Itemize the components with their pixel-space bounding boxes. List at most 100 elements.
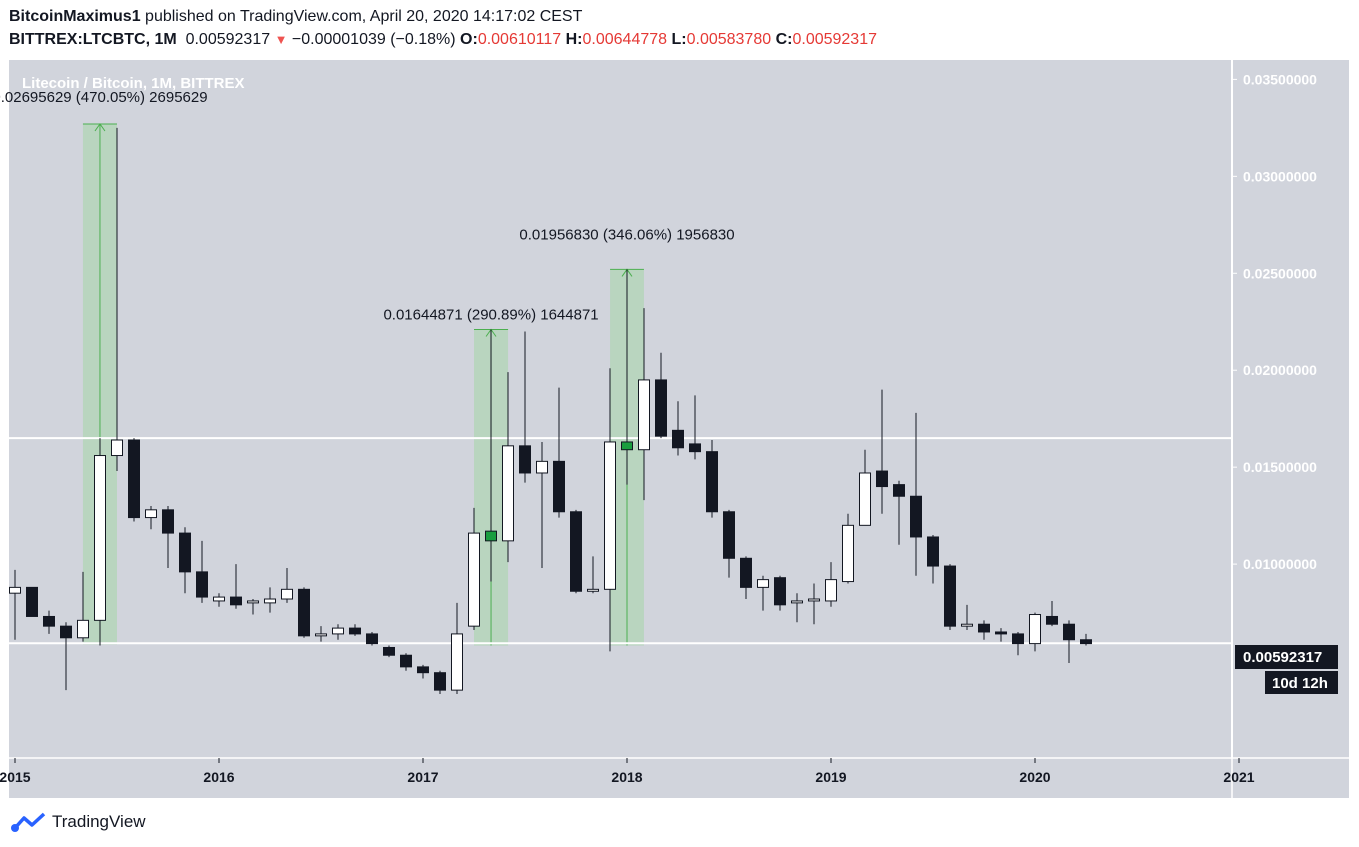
candle-body-2015-12 — [196, 571, 208, 598]
candle-body-2016-01 — [213, 596, 225, 602]
candle-body-2019-05 — [893, 484, 905, 497]
candle-body-2020-04 — [1080, 639, 1092, 645]
candle-body-2015-10 — [162, 509, 174, 534]
candle-body-2019-11 — [995, 631, 1007, 635]
symbol-label: BITTREX:LTCBTC, 1M — [9, 31, 177, 48]
price-tick-label: 0.01500000 — [1243, 459, 1317, 475]
high-label: H: — [565, 31, 583, 48]
time-tick-label: 2016 — [203, 769, 234, 785]
price-axis-background — [1233, 60, 1349, 758]
time-tick-label: 2021 — [1223, 769, 1254, 785]
candle-body-2016-07 — [315, 633, 327, 637]
candle-body-2020-02 — [1046, 615, 1058, 625]
countdown-badge: 10d 12h — [1265, 671, 1338, 694]
candle-body-2018-01 — [621, 441, 633, 451]
candle-body-2016-11 — [383, 646, 395, 656]
candle-body-2018-04 — [672, 429, 684, 449]
close-value: 0.00592317 — [792, 31, 877, 48]
low-value: 0.00583780 — [686, 31, 772, 48]
candle-body-2017-12 — [604, 441, 616, 590]
candle-body-2019-10 — [978, 623, 990, 633]
tradingview-logo-icon — [11, 812, 46, 832]
candle-body-2019-02 — [842, 524, 854, 583]
candle-body-2017-08 — [536, 460, 548, 474]
tradingview-logo[interactable]: TradingView — [10, 810, 146, 834]
time-axis-background — [9, 758, 1349, 798]
candles — [9, 127, 1092, 695]
candle-body-2016-03 — [247, 600, 259, 604]
publish-info: published on TradingView.com, April 20, … — [145, 8, 583, 25]
price-tick-label: 0.03500000 — [1243, 71, 1317, 87]
candle-body-2015-08 — [128, 439, 140, 519]
watermark-text: Litecoin / Bitcoin, 1M, BITTREX — [22, 75, 245, 92]
candle-body-2017-06 — [502, 445, 514, 542]
price-change: −0.00001039 (−0.18%) — [291, 31, 456, 48]
publish-line: BitcoinMaximus1 published on TradingView… — [9, 5, 1349, 28]
candle-body-2017-09 — [553, 460, 565, 513]
candle-body-2018-05 — [689, 443, 701, 453]
candle-body-2017-03 — [451, 633, 463, 691]
time-tick-label: 2018 — [611, 769, 642, 785]
candle-body-2019-07 — [927, 536, 939, 567]
price-tick-label: 0.02000000 — [1243, 362, 1317, 378]
candle-body-2015-05 — [77, 619, 89, 639]
time-tick-label: 2015 — [0, 769, 31, 785]
countdown-badge-box — [1265, 671, 1338, 694]
candle-body-2015-03 — [43, 615, 55, 627]
price-tick-label: 0.02500000 — [1243, 265, 1317, 281]
candle-body-2018-02 — [638, 379, 650, 451]
countdown-badge-text: 10d 12h — [1272, 675, 1328, 692]
time-axis[interactable]: 2015 2016 2017 2018 2019 2020 2021 — [0, 758, 1255, 785]
price-badge-text: 0.00592317 — [1243, 649, 1322, 666]
candle-body-2017-07 — [519, 445, 531, 474]
last-price: 0.00592317 — [185, 31, 271, 48]
close-label: C: — [775, 31, 793, 48]
candle-body-2017-04 — [468, 532, 480, 627]
candle-body-2016-08 — [332, 627, 344, 635]
candle-body-2018-08 — [740, 557, 752, 588]
candle-body-2020-01 — [1029, 614, 1041, 645]
price-tick-label: 0.03000000 — [1243, 168, 1317, 184]
open-value: 0.00610117 — [477, 31, 562, 48]
candle-body-2017-02 — [434, 672, 446, 691]
candle-body-2019-12 — [1012, 633, 1024, 645]
candle-body-2015-07 — [111, 439, 123, 457]
candle-body-2019-03 — [859, 472, 871, 526]
candle-body-2018-11 — [791, 600, 803, 604]
author-name[interactable]: BitcoinMaximus1 — [9, 8, 141, 25]
time-tick-label: 2017 — [407, 769, 438, 785]
range-label-3: 0.01956830 (346.06%) 1956830 — [519, 226, 734, 243]
candle-body-2017-11 — [587, 588, 599, 592]
candle-body-2018-12 — [808, 598, 820, 602]
candle-body-2018-06 — [706, 451, 718, 513]
candle-body-2016-12 — [400, 654, 412, 668]
candle-body-2015-06 — [94, 455, 106, 621]
candle-body-2016-04 — [264, 598, 276, 604]
candle-body-2015-01 — [9, 586, 21, 594]
candle-body-2015-02 — [26, 586, 38, 617]
horizontal-lines — [9, 437, 1231, 645]
candle-body-2019-08 — [944, 565, 956, 627]
time-tick-label: 2019 — [815, 769, 846, 785]
candle-body-2017-10 — [570, 511, 582, 592]
candle-body-2015-04 — [60, 625, 72, 639]
candle-body-2018-09 — [757, 579, 769, 588]
candle-body-2018-10 — [774, 577, 786, 606]
candle-body-2016-02 — [230, 596, 242, 606]
candle-body-2019-01 — [825, 579, 837, 602]
candle-body-2017-01 — [417, 666, 429, 674]
chart-header: BitcoinMaximus1 published on TradingView… — [9, 5, 1349, 51]
candle-body-2018-07 — [723, 511, 735, 559]
price-axis[interactable]: 0.03500000 0.03000000 0.02500000 0.02000000… — [1232, 71, 1317, 572]
tradingview-brand: TradingView — [52, 812, 146, 831]
candle-body-2016-06 — [298, 588, 310, 637]
candle-body-2020-03 — [1063, 623, 1075, 641]
price-tick-label: 0.01000000 — [1243, 556, 1317, 572]
price-badge: 0.00592317 — [1235, 645, 1338, 669]
range-label-2: 0.01644871 (290.89%) 1644871 — [383, 307, 598, 324]
candle-body-2017-05 — [485, 530, 497, 542]
candle-body-2016-10 — [366, 633, 378, 645]
high-value: 0.00644778 — [582, 31, 668, 48]
ohlc-line: BITTREX:LTCBTC, 1M 0.00592317 ▼ −0.00001… — [9, 28, 1349, 51]
